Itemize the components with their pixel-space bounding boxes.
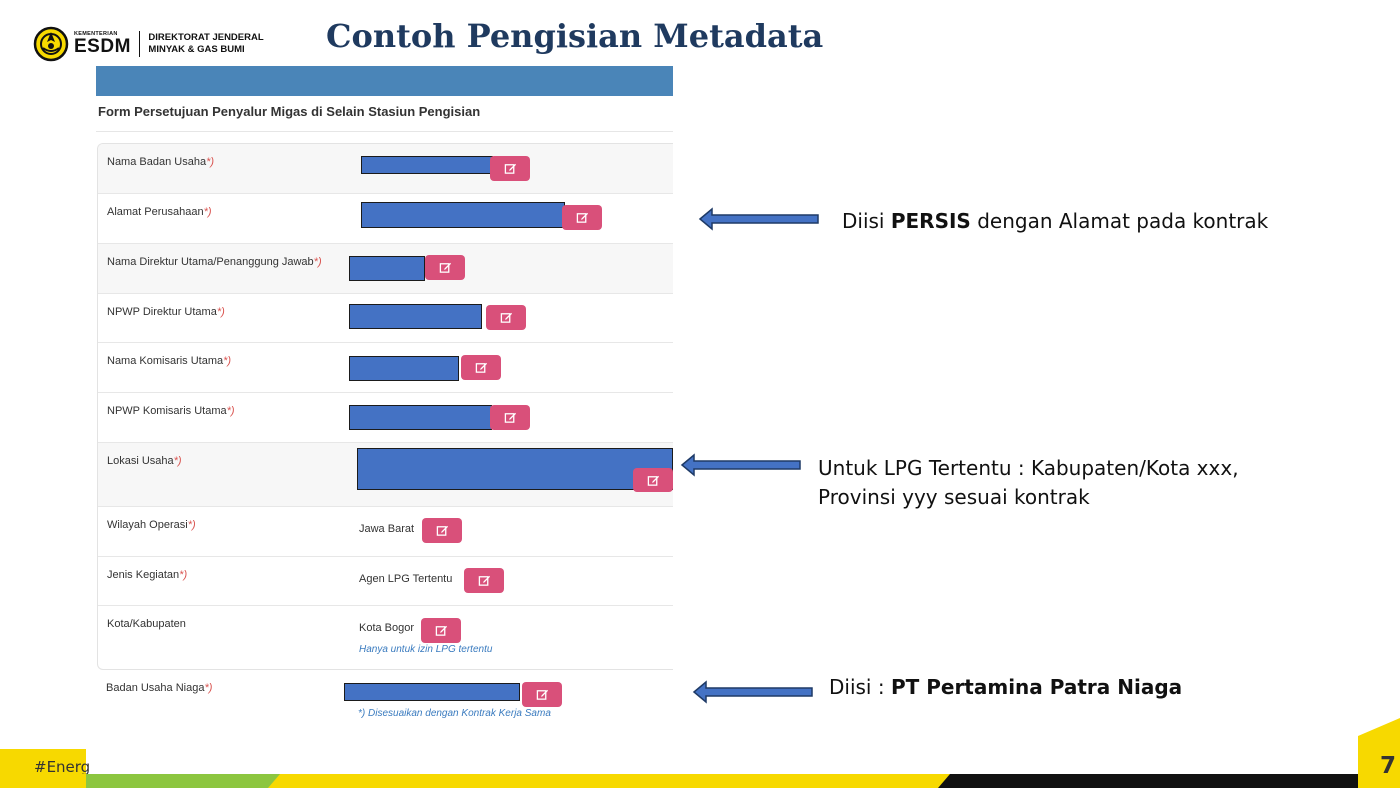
edit-icon: [475, 362, 487, 373]
slide-title: Contoh Pengisian Metadata: [326, 17, 824, 55]
field-label: NPWP Komisaris Utama*): [107, 405, 235, 417]
redacted-value-npwp-direktur: [349, 304, 482, 329]
footer-corner-accent: [1358, 718, 1400, 788]
edit-button-jenis-kegiatan[interactable]: [464, 568, 504, 593]
field-label: Jenis Kegiatan*): [107, 569, 188, 581]
edit-button-alamat[interactable]: [562, 205, 602, 230]
page-number: 7: [1379, 753, 1396, 779]
form-header: Form Persetujuan Penyalur Migas di Selai…: [96, 96, 673, 132]
footer-hashtag: #Energ: [34, 758, 91, 776]
redacted-value-badan-usaha-niaga: [344, 683, 520, 701]
arrow-left-icon: [698, 207, 819, 231]
field-label: Nama Badan Usaha*): [107, 156, 215, 168]
edit-icon: [435, 625, 447, 636]
logo-ministry-label: KEMENTERIAN: [74, 30, 118, 37]
callout-lokasi: Untuk LPG Tertentu : Kabupaten/Kota xxx,…: [818, 456, 1239, 509]
form-row-npwp-komisaris: NPWP Komisaris Utama*): [98, 393, 673, 443]
edit-button-direktur[interactable]: [425, 255, 465, 280]
form-row-jenis-kegiatan: Jenis Kegiatan*) Agen LPG Tertentu: [98, 557, 673, 606]
logo-directorate-line2: MINYAK & GAS BUMI: [148, 44, 245, 55]
field-label: Alamat Perusahaan*): [107, 206, 212, 218]
field-label-badan-usaha-niaga: Badan Usaha Niaga*): [106, 682, 213, 694]
edit-button-npwp-komisaris[interactable]: [490, 405, 530, 430]
edit-icon: [478, 575, 490, 586]
footer-band: [0, 774, 1400, 788]
edit-button-lokasi[interactable]: [633, 468, 673, 492]
redacted-value-nama-badan-usaha: [361, 156, 493, 174]
edit-button-wilayah[interactable]: [422, 518, 462, 543]
edit-button-komisaris[interactable]: [461, 355, 501, 380]
callout-badan-usaha-niaga: Diisi : PT Pertamina Patra Niaga: [829, 675, 1183, 699]
field-label: Kota/Kabupaten: [107, 618, 186, 630]
arrow-left-icon: [680, 453, 801, 477]
edit-icon: [439, 262, 451, 273]
redacted-value-komisaris: [349, 356, 459, 381]
logo-esdm-label: ESDM: [74, 36, 131, 58]
field-label: NPWP Direktur Utama*): [107, 306, 225, 318]
edit-button-npwp-direktur[interactable]: [486, 305, 526, 330]
form-title: Form Persetujuan Penyalur Migas di Selai…: [98, 104, 481, 119]
edit-icon: [504, 412, 516, 423]
form-top-bar: [96, 66, 673, 96]
field-label: Nama Direktur Utama/Penanggung Jawab*): [107, 256, 322, 268]
redacted-value-alamat: [361, 202, 565, 228]
logo-directorate-line1: DIREKTORAT JENDERAL: [148, 32, 264, 44]
edit-icon: [504, 163, 516, 174]
esdm-emblem-icon: [33, 26, 69, 62]
edit-icon: [576, 212, 588, 223]
form-row-kota-kabupaten: Kota/Kabupaten Kota Bogor Hanya untuk iz…: [98, 606, 673, 669]
form-row-nama-komisaris: Nama Komisaris Utama*): [98, 343, 673, 393]
redacted-value-npwp-komisaris: [349, 405, 492, 430]
edit-button-badan-usaha-niaga[interactable]: [522, 682, 562, 707]
edit-button-nama-badan-usaha[interactable]: [490, 156, 530, 181]
redacted-value-direktur: [349, 256, 425, 281]
edit-icon: [436, 525, 448, 536]
field-label: Nama Komisaris Utama*): [107, 355, 232, 367]
edit-button-kota[interactable]: [421, 618, 461, 643]
form-row-wilayah-operasi: Wilayah Operasi*) Jawa Barat: [98, 507, 673, 557]
arrow-left-icon: [692, 680, 813, 704]
field-value-wilayah: Jawa Barat: [359, 523, 415, 535]
field-value-jenis: Agen LPG Tertentu: [359, 573, 453, 585]
form-footnote: *) Disesuaikan dengan Kontrak Kerja Sama: [358, 708, 551, 719]
esdm-logo: KEMENTERIAN ESDM DIREKTORAT JENDERAL MIN…: [33, 24, 264, 64]
field-value-kota: Kota Bogor: [359, 622, 415, 634]
form-row-npwp-direktur: NPWP Direktur Utama*): [98, 294, 673, 343]
callout-alamat: Diisi PERSIS dengan Alamat pada kontrak: [842, 209, 1269, 233]
edit-icon: [500, 312, 512, 323]
field-hint: Hanya untuk izin LPG tertentu: [359, 644, 493, 655]
edit-icon: [536, 689, 548, 700]
field-label: Lokasi Usaha*): [107, 455, 182, 467]
logo-divider: [138, 31, 141, 57]
redacted-value-lokasi: [357, 448, 673, 490]
edit-icon: [647, 475, 659, 486]
field-label: Wilayah Operasi*): [107, 519, 196, 531]
form-row-alamat-perusahaan: Alamat Perusahaan*): [98, 194, 673, 244]
